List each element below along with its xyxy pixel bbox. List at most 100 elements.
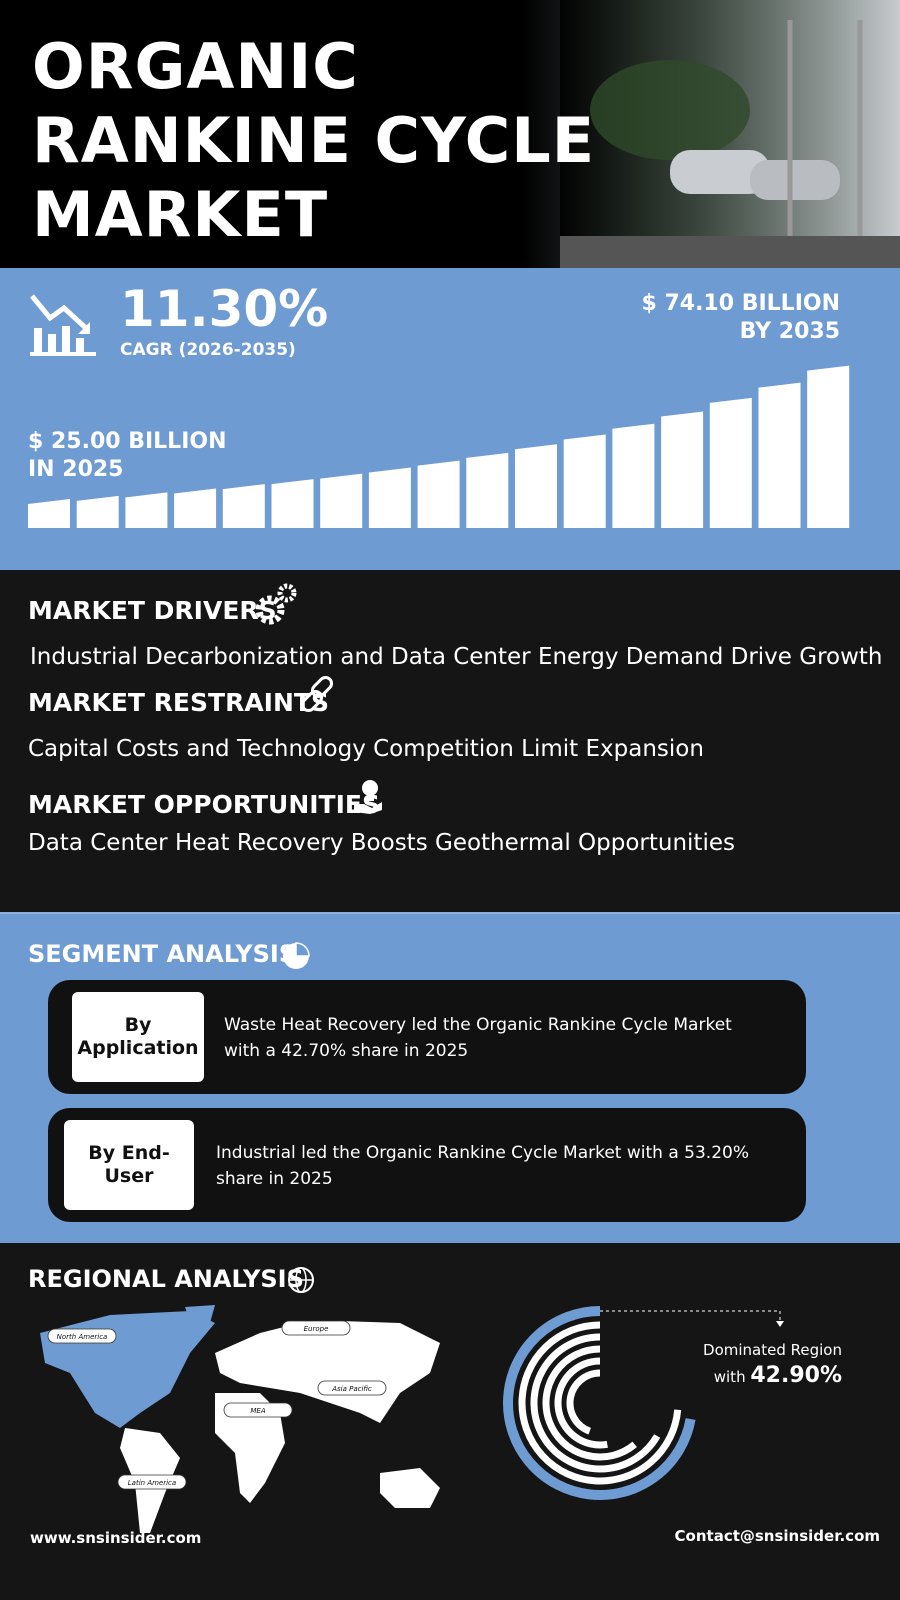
segment-heading: SEGMENT ANALYSIS [28, 940, 297, 968]
eurasia-shape [215, 1321, 440, 1423]
link-icon [300, 675, 334, 713]
growth-bar [174, 488, 217, 528]
growth-bar [709, 397, 752, 528]
region-tag [317, 1380, 387, 1396]
link [300, 689, 324, 713]
growth-bar [661, 411, 704, 528]
segment-card: By End-User Industrial led the Organic R… [48, 1108, 806, 1222]
pie-icon [283, 942, 310, 969]
ring [542, 1345, 637, 1461]
region-label: North America [57, 1333, 108, 1341]
growth-bar [563, 434, 606, 528]
growth-bar [125, 492, 168, 528]
dominated-region: Dominated Region with 42.90% [680, 1337, 842, 1390]
growth-bar [466, 452, 509, 528]
drivers-heading: MARKET DRIVERS [28, 596, 277, 625]
leader-arrow [776, 1321, 784, 1327]
ring [518, 1321, 682, 1485]
link [310, 675, 334, 699]
ground [560, 236, 900, 268]
australia-shape [380, 1468, 440, 1508]
chart-icon [30, 294, 96, 356]
region-tag [117, 1474, 187, 1490]
ring [530, 1333, 661, 1473]
segment-section: SEGMENT ANALYSIS By Application Waste He… [0, 912, 900, 1245]
region-tag [47, 1328, 117, 1344]
title-line: MARKET [32, 178, 329, 251]
cagr-label: CAGR (2026-2035) [120, 340, 296, 360]
segment-label: By Application [72, 992, 204, 1082]
growth-bar [612, 423, 655, 528]
icon-arrow [78, 322, 90, 334]
start-year: IN 2025 [28, 457, 124, 482]
africa-shape [215, 1393, 285, 1503]
trees [590, 60, 750, 160]
pie-slice [295, 942, 310, 957]
end-amount: $ 74.10 BILLION [641, 291, 840, 316]
ring [554, 1357, 608, 1449]
bulb-icon [354, 780, 382, 814]
region-label: MEA [250, 1407, 265, 1415]
region-tag [281, 1320, 351, 1336]
icon-bar [48, 334, 56, 352]
header-photo [560, 0, 900, 268]
growth-bar [28, 499, 70, 528]
gear-icon [255, 583, 297, 625]
globe-icon [288, 1267, 314, 1293]
contact: Contact@snsinsider.com [674, 1527, 880, 1545]
growth-bar [515, 444, 557, 528]
growth-bar [222, 484, 265, 528]
hand [354, 802, 382, 814]
segment-card: By Application Waste Heat Recovery led t… [48, 980, 806, 1094]
region-tag [223, 1402, 293, 1418]
gear [277, 583, 297, 603]
title: ORGANIC RANKINE CYCLE MARKET [32, 30, 595, 252]
growth-section: 11.30% CAGR (2026-2035) $ 74.10 BILLION … [0, 268, 900, 570]
growth-bar [417, 460, 460, 528]
growth-bar [271, 479, 314, 528]
growth-bar [368, 467, 411, 528]
growth-bar [758, 382, 801, 528]
bulb-base [366, 796, 374, 801]
icon-bar [62, 326, 70, 352]
restraints-heading: MARKET RESTRAINTS [28, 688, 329, 717]
growth-bar [76, 495, 119, 528]
cagr-value: 11.30% [120, 280, 329, 338]
ring [503, 1306, 696, 1500]
growth-bar [320, 473, 363, 528]
opportunities-heading: MARKET OPPORTUNITIES [28, 790, 380, 819]
bulb [362, 780, 378, 796]
region-label: Europe [304, 1325, 329, 1333]
start-amount: $ 25.00 BILLION [28, 429, 227, 454]
restraints-text: Capital Costs and Technology Competition… [28, 736, 704, 762]
growth-bars [28, 365, 850, 528]
dominated-line: with 42.90% [680, 1363, 842, 1390]
tank [750, 160, 840, 200]
title-line: ORGANIC [32, 30, 359, 103]
header: ORGANIC RANKINE CYCLE MARKET [0, 0, 900, 268]
world-map: North America Europe Asia Pacific MEA Latin … [40, 1305, 440, 1533]
website: www.snsinsider.com [30, 1529, 202, 1547]
start-value: $ 25.00 BILLION IN 2025 [28, 428, 227, 484]
region-label: Asia Pacific [331, 1385, 372, 1393]
region-rings [503, 1306, 784, 1500]
icon-line [30, 294, 90, 332]
dominated-share: 42.90% [750, 1363, 842, 1388]
market-section: MARKET DRIVERS Industrial Decarbonizatio… [0, 570, 900, 912]
regional-heading: REGIONAL ANALYSIS [28, 1265, 304, 1293]
tank [670, 150, 770, 194]
drivers-text: Industrial Decarbonization and Data Cent… [30, 644, 883, 670]
greenland-shape [185, 1305, 215, 1323]
end-value: $ 74.10 BILLION BY 2035 [641, 290, 840, 346]
gear [255, 595, 285, 625]
growth-bar [807, 365, 850, 528]
end-year: BY 2035 [739, 319, 840, 344]
segment-text: Waste Heat Recovery led the Organic Rank… [224, 1015, 732, 1061]
segment-label: By End-User [64, 1120, 194, 1210]
north-america-shape [40, 1311, 215, 1428]
regional-section: REGIONAL ANALYSIS North America Europe Asi… [0, 1243, 900, 1600]
dominated-prefix: with [713, 1368, 746, 1386]
region-label: Latin America [128, 1479, 176, 1487]
dominated-label: Dominated Region [703, 1341, 842, 1359]
